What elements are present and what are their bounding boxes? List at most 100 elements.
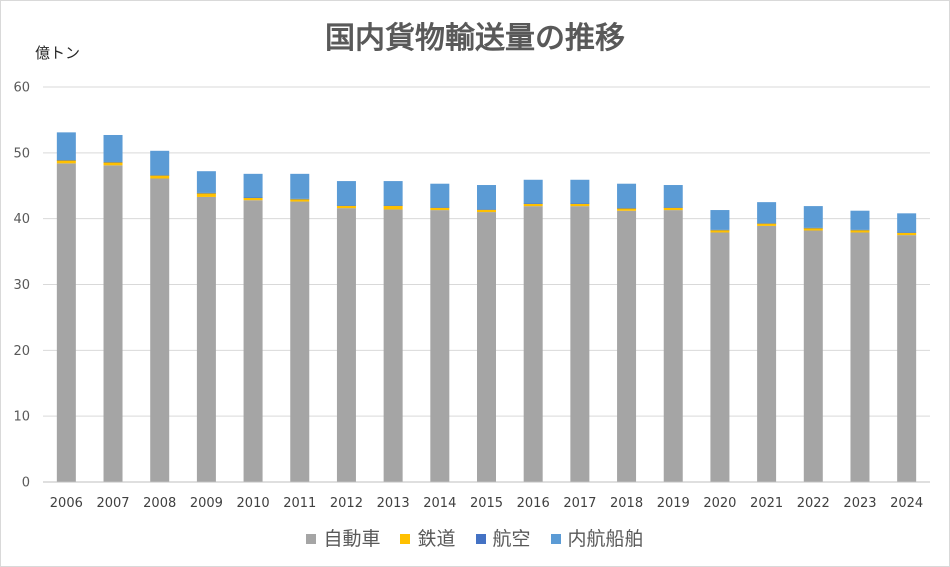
y-tick-label: 50 <box>13 146 30 161</box>
x-tick-label: 2011 <box>283 496 316 511</box>
x-tick-label: 2024 <box>890 496 923 511</box>
bar-segment-2014-s4 <box>430 183 450 208</box>
bar-segment-2017-s3 <box>570 203 590 204</box>
x-tick-label: 2015 <box>470 496 503 511</box>
bar-segment-2016-s2 <box>523 203 543 207</box>
bar-segment-2008-s3 <box>150 175 170 176</box>
bar-segment-2009-s2 <box>196 192 216 197</box>
bar-segment-2021-s2 <box>757 223 777 226</box>
x-tick-label: 2019 <box>657 496 690 511</box>
bar-segment-2010-s3 <box>243 197 263 199</box>
bar-segment-2013-s4 <box>383 181 403 206</box>
bar-segment-2018-s4 <box>617 183 637 209</box>
bar-segment-2014-s1 <box>430 210 450 482</box>
bar-segment-2010-s1 <box>243 200 263 482</box>
x-tick-label: 2021 <box>750 496 783 511</box>
bar-segment-2010-s4 <box>243 173 263 198</box>
bar-segment-2020-s2 <box>710 229 730 233</box>
bar-segment-2017-s1 <box>570 206 590 483</box>
y-tick-label: 30 <box>13 278 30 293</box>
bar-segment-2020-s1 <box>710 232 730 482</box>
x-tick-label: 2017 <box>563 496 596 511</box>
bar-segment-2020-s3 <box>710 229 730 231</box>
bar-segment-2023-s4 <box>850 210 870 230</box>
bar-segment-2016-s1 <box>523 206 543 483</box>
bar-segment-2013-s3 <box>383 205 403 206</box>
chart-title: 国内貨物輸送量の推移 <box>325 21 625 56</box>
x-tick-label: 2020 <box>703 496 736 511</box>
x-tick-label: 2014 <box>423 496 456 511</box>
bar-segment-2007-s4 <box>103 134 123 162</box>
bar-segment-2016-s4 <box>523 179 543 204</box>
y-tick-label: 10 <box>13 410 30 425</box>
bar-segment-2021-s1 <box>757 225 777 483</box>
legend-item: 内航船舶 <box>550 527 644 551</box>
x-tick-label: 2010 <box>237 496 270 511</box>
legend-swatch-s2 <box>400 534 411 544</box>
bar-segment-2011-s2 <box>290 198 310 202</box>
legend-label: 鉄道 <box>417 528 456 550</box>
bar-segment-2009-s3 <box>196 192 216 194</box>
bar-segment-2018-s3 <box>617 208 637 209</box>
bar-segment-2021-s4 <box>757 202 777 224</box>
bar-segment-2007-s3 <box>103 161 123 163</box>
x-tick-label: 2022 <box>797 496 830 511</box>
bar-segment-2006-s2 <box>56 160 76 164</box>
bar-segment-2018-s1 <box>617 210 637 482</box>
legend-label: 自動車 <box>323 528 381 550</box>
bar-segment-2008-s1 <box>150 178 170 482</box>
bar-segment-2024-s1 <box>897 235 917 482</box>
legend-swatch-s1 <box>306 534 317 544</box>
legend-swatch-s3 <box>475 534 486 544</box>
bar-segment-2023-s2 <box>850 229 870 233</box>
x-tick-label: 2009 <box>190 496 223 511</box>
bar-segment-2022-s2 <box>803 227 823 231</box>
bar-segment-2016-s3 <box>523 203 543 204</box>
bar-segment-2022-s1 <box>803 230 823 482</box>
bar-segment-2011-s3 <box>290 198 310 200</box>
y-tick-label: 40 <box>13 212 30 227</box>
bar-segment-2019-s2 <box>663 207 683 211</box>
legend-label: 内航船舶 <box>567 528 644 550</box>
y-tick-label: 0 <box>22 476 30 491</box>
bar-segment-2012-s4 <box>336 181 356 206</box>
bar-segment-2019-s1 <box>663 210 683 482</box>
y-tick-label: 20 <box>13 344 30 359</box>
bar-segment-2015-s4 <box>477 185 496 210</box>
bar-segment-2013-s1 <box>383 209 403 482</box>
legend-item: 自動車 <box>306 527 380 551</box>
bar-segment-2008-s4 <box>150 150 170 176</box>
bar-segment-2022-s4 <box>803 206 823 228</box>
bar-segment-2011-s4 <box>290 173 310 199</box>
bar-segment-2010-s2 <box>243 197 263 201</box>
bar-segment-2012-s3 <box>336 205 356 206</box>
bar-segment-2007-s1 <box>103 165 123 482</box>
bar-segment-2013-s2 <box>383 205 403 210</box>
x-tick-label: 2006 <box>50 496 83 511</box>
bar-segment-2009-s4 <box>196 171 216 193</box>
x-tick-label: 2007 <box>96 496 129 511</box>
bar-segment-2023-s3 <box>850 229 870 231</box>
x-tick-label: 2012 <box>330 496 363 511</box>
legend-label: 航空 <box>492 528 531 550</box>
bar-segment-2006-s3 <box>56 160 76 161</box>
bar-segment-2006-s4 <box>56 132 76 161</box>
bar-segment-2017-s2 <box>570 203 590 207</box>
y-axis-unit-label: 億トン <box>35 44 81 62</box>
bar-segment-2024-s2 <box>897 232 917 236</box>
bar-segment-2022-s3 <box>803 227 823 229</box>
bar-segment-2014-s3 <box>430 207 450 208</box>
bar-segment-2012-s2 <box>336 205 356 209</box>
x-tick-label: 2013 <box>377 496 410 511</box>
y-tick-label: 60 <box>13 81 30 96</box>
x-tick-label: 2008 <box>143 496 176 511</box>
bar-segment-2021-s3 <box>757 223 777 224</box>
bar-segment-2008-s2 <box>150 175 170 179</box>
bar-segment-2007-s2 <box>103 162 123 166</box>
bar-segment-2019-s4 <box>663 185 683 208</box>
bar-segment-2012-s1 <box>336 208 356 482</box>
bar-segment-2009-s1 <box>196 196 216 483</box>
legend-item: 航空 <box>475 527 531 551</box>
